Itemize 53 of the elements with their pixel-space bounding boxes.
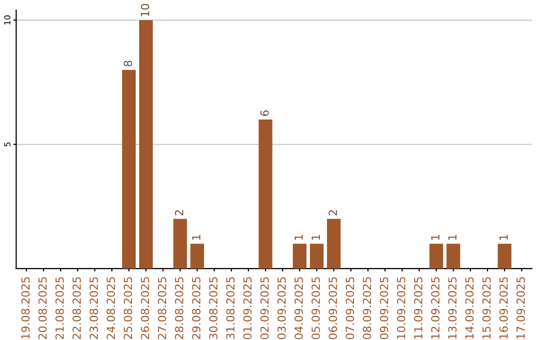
x-tick-label: 08.09.2025 <box>362 277 372 340</box>
x-tick-label: 24.08.2025 <box>106 277 116 340</box>
x-tick-label: 09.09.2025 <box>380 277 388 340</box>
data-label: 10 <box>140 4 150 16</box>
x-tick-label: 19.08.2025 <box>21 277 30 339</box>
x-tick-label: 12.09.2025 <box>431 277 440 339</box>
bar <box>258 120 272 269</box>
data-label: 8 <box>124 60 132 66</box>
x-tick-label: 27.08.2025 <box>158 277 166 340</box>
x-tick-label: 03.09.2025 <box>277 277 286 340</box>
bar <box>122 70 136 269</box>
bar <box>326 218 341 269</box>
x-tick-label: 23.08.2025 <box>90 277 98 340</box>
x-tick-label: 01.09.2025 <box>243 277 252 340</box>
x-tick-label: 31.08.2025 <box>226 277 235 340</box>
x-tick-label: 16.09.2025 <box>499 277 508 339</box>
bar <box>429 244 444 269</box>
bar <box>292 244 306 269</box>
x-tick-label: 04.09.2025 <box>294 277 303 340</box>
x-tick-label: 29.08.2025 <box>192 277 200 340</box>
data-label: 1 <box>448 234 456 240</box>
x-tick-label: 30.08.2025 <box>209 277 218 340</box>
data-label: 1 <box>192 234 200 240</box>
x-tick-label: 11.09.2025 <box>414 277 422 339</box>
x-tick-label: 28.08.2025 <box>174 277 184 340</box>
data-label: 1 <box>431 234 440 240</box>
x-tick-label: 02.09.2025 <box>260 277 269 340</box>
x-tick-label: 25.08.2025 <box>124 277 132 340</box>
bar <box>139 20 153 269</box>
bar <box>446 244 460 269</box>
x-tick-label: 05.09.2025 <box>312 277 320 340</box>
x-tick-label: 26.08.2025 <box>140 277 150 340</box>
x-tick-label: 22.08.2025 <box>72 277 81 340</box>
bar <box>173 218 187 269</box>
data-label: 1 <box>312 234 320 240</box>
x-tick-label: 10.09.2025 <box>396 277 406 339</box>
x-tick-label: 14.09.2025 <box>465 277 474 339</box>
data-label: 6 <box>260 110 269 116</box>
bar <box>498 244 512 269</box>
data-label: 2 <box>328 210 337 216</box>
x-tick-label: 13.09.2025 <box>448 277 457 339</box>
x-tick-label: 07.09.2025 <box>346 277 354 340</box>
data-label: 1 <box>294 234 303 240</box>
bar <box>310 244 324 269</box>
x-tick-label: 21.08.2025 <box>55 277 64 340</box>
y-tick-label: 5 <box>4 142 10 146</box>
x-tick-label: 15.09.2025 <box>482 277 491 339</box>
x-tick-label: 17.09.2025 <box>516 277 525 339</box>
bar <box>190 244 204 269</box>
x-tick-label: 06.09.2025 <box>328 277 338 340</box>
data-label: 1 <box>500 234 508 240</box>
x-tick-label: 20.08.2025 <box>38 277 47 340</box>
data-label: 2 <box>174 210 184 216</box>
